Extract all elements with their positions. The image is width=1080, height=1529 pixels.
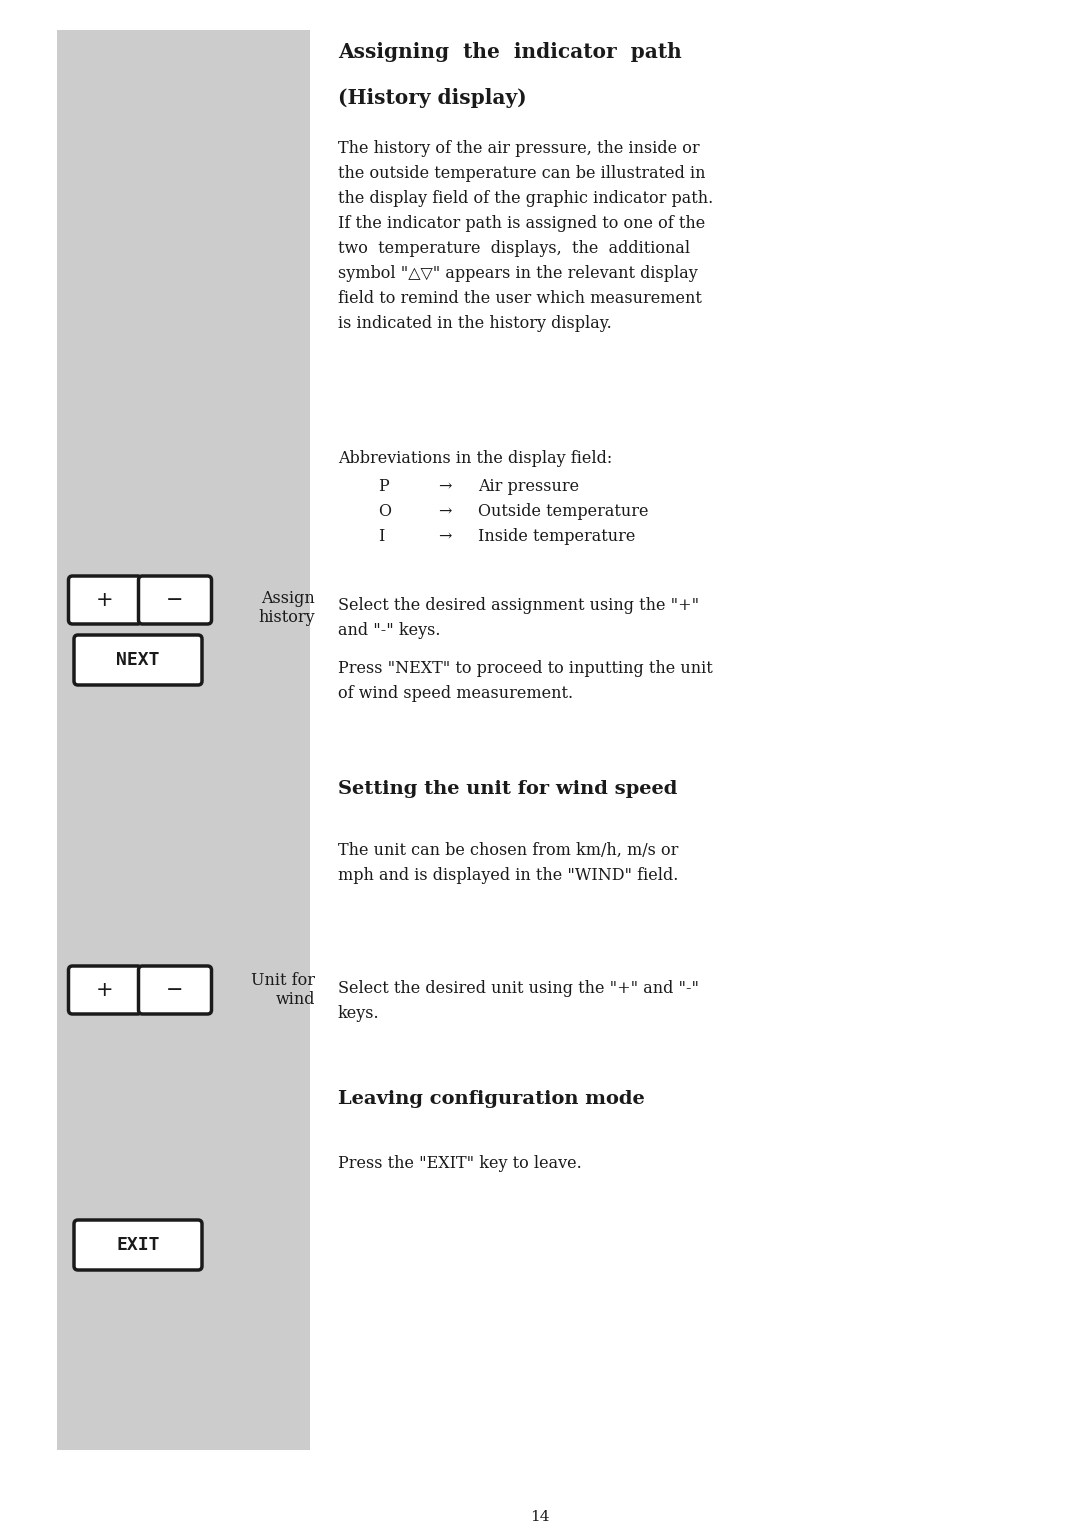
FancyBboxPatch shape	[75, 1220, 202, 1271]
Text: The history of the air pressure, the inside or: The history of the air pressure, the ins…	[338, 141, 700, 157]
Text: +: +	[96, 980, 113, 1000]
Text: Select the desired assignment using the "+": Select the desired assignment using the …	[338, 596, 699, 615]
Text: two  temperature  displays,  the  additional: two temperature displays, the additional	[338, 240, 690, 257]
Text: (History display): (History display)	[338, 89, 527, 109]
Text: →: →	[438, 479, 451, 495]
FancyBboxPatch shape	[138, 576, 212, 624]
Text: Outside temperature: Outside temperature	[478, 503, 648, 520]
Text: Air pressure: Air pressure	[478, 479, 579, 495]
Text: EXIT: EXIT	[117, 1235, 160, 1254]
Text: I: I	[378, 528, 384, 544]
Text: Press "NEXT" to proceed to inputting the unit: Press "NEXT" to proceed to inputting the…	[338, 661, 713, 677]
Text: of wind speed measurement.: of wind speed measurement.	[338, 685, 573, 702]
FancyBboxPatch shape	[75, 635, 202, 685]
FancyBboxPatch shape	[68, 966, 141, 1014]
Text: P: P	[378, 479, 389, 495]
Text: the outside temperature can be illustrated in: the outside temperature can be illustrat…	[338, 165, 705, 182]
Text: field to remind the user which measurement: field to remind the user which measureme…	[338, 291, 702, 307]
Text: Abbreviations in the display field:: Abbreviations in the display field:	[338, 450, 612, 466]
FancyBboxPatch shape	[57, 31, 310, 1449]
Text: −: −	[166, 980, 184, 1000]
FancyBboxPatch shape	[68, 576, 141, 624]
Text: The unit can be chosen from km/h, m/s or: The unit can be chosen from km/h, m/s or	[338, 842, 678, 859]
FancyBboxPatch shape	[138, 966, 212, 1014]
Text: NEXT: NEXT	[117, 651, 160, 670]
Text: Leaving configuration mode: Leaving configuration mode	[338, 1090, 645, 1109]
Text: Press the "EXIT" key to leave.: Press the "EXIT" key to leave.	[338, 1154, 582, 1173]
Text: →: →	[438, 528, 451, 544]
Text: mph and is displayed in the "WIND" field.: mph and is displayed in the "WIND" field…	[338, 867, 678, 884]
Text: Unit for
wind: Unit for wind	[251, 972, 315, 1008]
Text: If the indicator path is assigned to one of the: If the indicator path is assigned to one…	[338, 216, 705, 232]
Text: +: +	[96, 590, 113, 610]
Text: Assigning  the  indicator  path: Assigning the indicator path	[338, 41, 681, 63]
Text: →: →	[438, 503, 451, 520]
Text: and "-" keys.: and "-" keys.	[338, 622, 441, 639]
Text: Assign
history: Assign history	[258, 590, 315, 627]
Text: O: O	[378, 503, 391, 520]
Text: 14: 14	[530, 1511, 550, 1524]
Text: Inside temperature: Inside temperature	[478, 528, 635, 544]
Text: symbol "△▽" appears in the relevant display: symbol "△▽" appears in the relevant disp…	[338, 265, 698, 281]
Text: the display field of the graphic indicator path.: the display field of the graphic indicat…	[338, 190, 713, 206]
Text: −: −	[166, 590, 184, 610]
Text: Setting the unit for wind speed: Setting the unit for wind speed	[338, 780, 677, 798]
Text: keys.: keys.	[338, 1005, 380, 1021]
Text: is indicated in the history display.: is indicated in the history display.	[338, 315, 611, 332]
Text: Select the desired unit using the "+" and "-": Select the desired unit using the "+" an…	[338, 980, 699, 997]
